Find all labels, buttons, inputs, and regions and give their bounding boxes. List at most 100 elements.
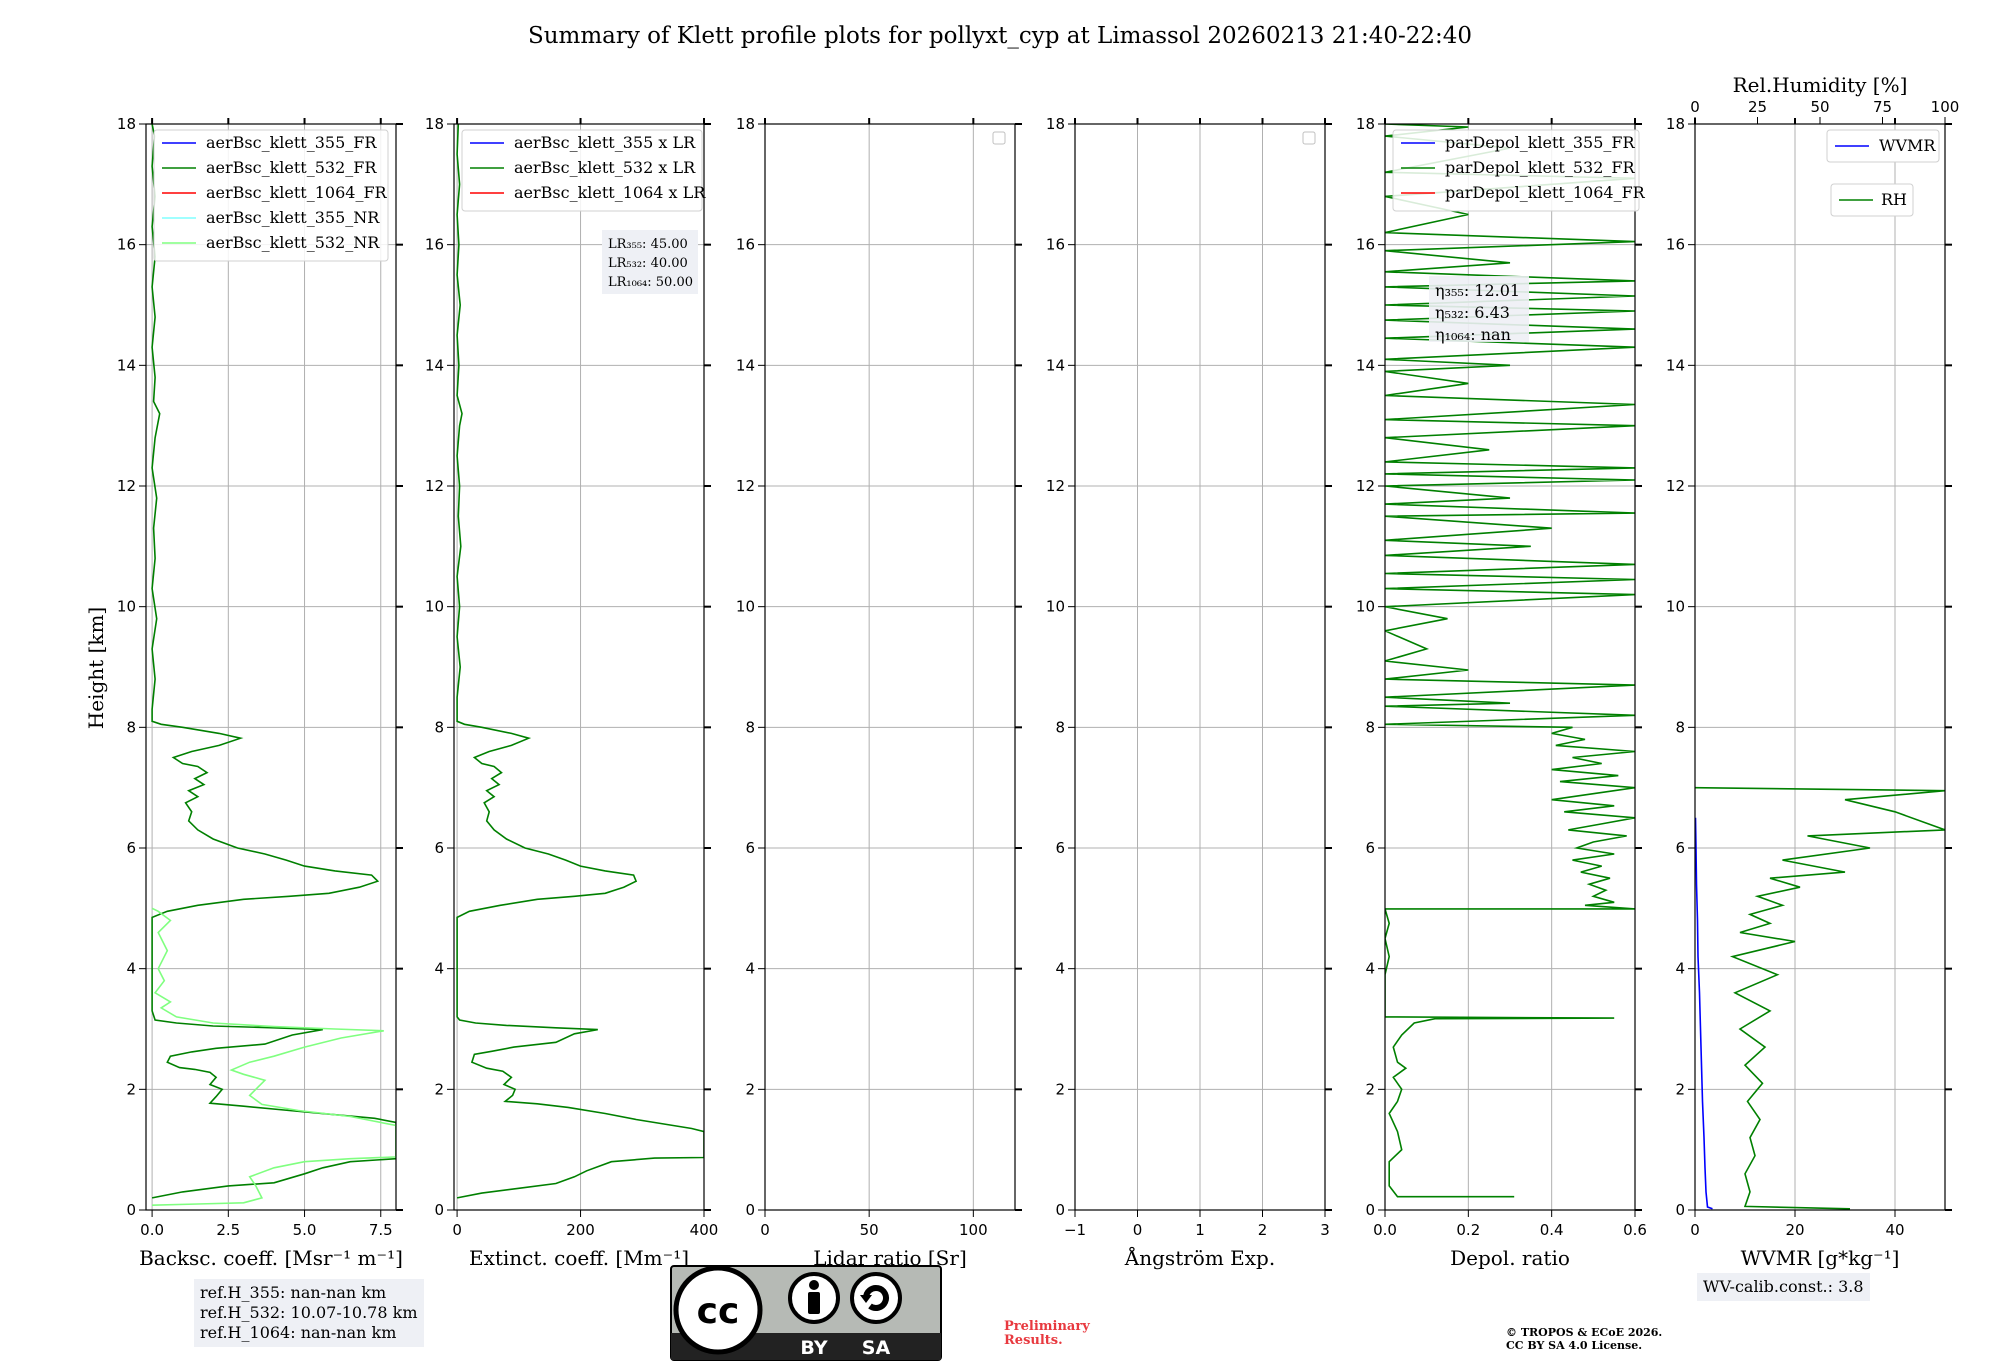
y-tick-label: 12 <box>425 477 444 495</box>
y-tick-label: 16 <box>736 236 755 254</box>
x-axis-label: Ångström Exp. <box>1124 1245 1275 1270</box>
x-tick-label: 200 <box>566 1221 595 1239</box>
y-tick-label: 0 <box>745 1201 755 1219</box>
y-tick-label: 14 <box>1666 356 1685 374</box>
cc-by-sa-logo: cc BY SA <box>670 1265 942 1361</box>
x-axis-label: WVMR [g*kg⁻¹] <box>1741 1246 1900 1270</box>
person-head <box>809 1280 819 1290</box>
y-tick-label: 12 <box>1356 477 1375 495</box>
axes-frame <box>1694 123 1946 1211</box>
y-tick-label: 14 <box>425 356 444 374</box>
y-tick-label: 12 <box>1666 477 1685 495</box>
y-tick-label: 8 <box>1675 718 1685 736</box>
y-tick-label: 8 <box>745 718 755 736</box>
legend-box <box>461 129 703 212</box>
legend-label: aerBsc_klett_355 x LR <box>514 133 696 152</box>
legend-label: parDepol_klett_355_FR <box>1445 133 1636 152</box>
y-tick-label: 12 <box>117 477 136 495</box>
share-alike-arrowhead <box>860 1295 872 1303</box>
cc-circle-icon <box>673 1265 763 1355</box>
series-aerBsc_klett_532 x LR <box>456 124 704 1199</box>
y-tick-label: 6 <box>745 839 755 857</box>
legend-label-wvmr: WVMR <box>1879 136 1936 155</box>
person-body <box>808 1292 820 1314</box>
axes-frame <box>1384 123 1636 1211</box>
y-tick-label: 0 <box>1365 1201 1375 1219</box>
copyright-line-1: © TROPOS & ECoE 2026. <box>1506 1326 1663 1339</box>
axes-frame <box>764 123 1016 1211</box>
preliminary-line-2: Results. <box>1004 1333 1063 1348</box>
y-tick-label: 14 <box>1046 356 1065 374</box>
x-tick-label: 0 <box>452 1221 462 1239</box>
y-tick-label: 16 <box>425 236 444 254</box>
y-tick-label: 18 <box>117 115 136 133</box>
lidar-ratio-label: LR₅₃₂: 40.00 <box>608 256 688 271</box>
share-alike-arrow <box>863 1285 889 1311</box>
x-tick-label: 0 <box>1133 1221 1143 1239</box>
ref-h-1064: ref.H_1064: nan-nan km <box>200 1323 397 1342</box>
figure-title: Summary of Klett profile plots for polly… <box>528 23 1472 49</box>
y-tick-label: 18 <box>736 115 755 133</box>
y-tick-label: 16 <box>1356 236 1375 254</box>
x-tick-label: 400 <box>690 1221 719 1239</box>
y-tick-label: 8 <box>126 718 136 736</box>
reference-height-box: ref.H_355: nan-nan km ref.H_532: 10.07-1… <box>194 1279 424 1347</box>
y-tick-label: 18 <box>1356 115 1375 133</box>
y-tick-label: 12 <box>736 477 755 495</box>
x-tick-label: 20 <box>1785 1221 1804 1239</box>
axes-frame <box>453 123 705 1211</box>
y-tick-label: 16 <box>1666 236 1685 254</box>
legend-label: parDepol_klett_532_FR <box>1445 158 1636 177</box>
panel-wv: 0 2 4 6 8 10 12 14 16 18 0 20 40 WVMR [g*kg⁻¹] 0 25 50 75… <box>1666 73 1959 1270</box>
y-tick-label: 4 <box>1365 960 1375 978</box>
y-tick-label: 12 <box>1046 477 1065 495</box>
y-tick-label: 2 <box>745 1080 755 1098</box>
series-RH <box>1695 786 1945 1210</box>
x-tick-label: 5.0 <box>293 1221 317 1239</box>
y-tick-label: 6 <box>434 839 444 857</box>
series-aerBsc_klett_532_FR <box>151 124 396 1199</box>
legend-label: aerBsc_klett_355_FR <box>206 133 377 152</box>
y-tick-label: 6 <box>1365 839 1375 857</box>
legend-label: aerBsc_klett_532 x LR <box>514 158 696 177</box>
lidar-ratio-box <box>602 230 698 294</box>
legend-box <box>153 129 389 262</box>
y-tick-label: 2 <box>126 1080 136 1098</box>
y-tick-label: 10 <box>117 598 136 616</box>
x-tick-label: 3 <box>1320 1221 1330 1239</box>
x-tick-label: 40 <box>1885 1221 1904 1239</box>
wv-calibration-constant: WV-calib.const.: 3.8 <box>1703 1277 1864 1296</box>
legend-box-wvmr <box>1826 129 1940 163</box>
y-tick-label: 10 <box>736 598 755 616</box>
legend-label: aerBsc_klett_1064 x LR <box>514 183 706 202</box>
legend-label-rh: RH <box>1881 190 1907 209</box>
y-tick-label: 8 <box>1365 718 1375 736</box>
x-tick-label: 7.5 <box>369 1221 393 1239</box>
eta-label: η₁₀₆₄: nan <box>1435 325 1511 344</box>
wv-calibration-box: WV-calib.const.: 3.8 <box>1697 1273 1870 1301</box>
legend-label: aerBsc_klett_532_NR <box>206 233 380 252</box>
y-tick-label: 6 <box>1675 839 1685 857</box>
eta-label: η₃₅₅: 12.01 <box>1435 281 1520 300</box>
eta-label: η₅₃₂: 6.43 <box>1435 303 1510 322</box>
y-tick-label: 18 <box>425 115 444 133</box>
x-tick-label: 0 <box>1690 1221 1700 1239</box>
y-tick-label: 10 <box>425 598 444 616</box>
y-tick-label: 2 <box>1365 1080 1375 1098</box>
top-x-axis-label: Rel.Humidity [%] <box>1733 73 1908 97</box>
by-label: BY <box>800 1337 827 1359</box>
y-tick-label: 4 <box>1055 960 1065 978</box>
y-tick-label: 8 <box>1055 718 1065 736</box>
y-tick-label: 14 <box>736 356 755 374</box>
y-tick-label: 10 <box>1046 598 1065 616</box>
eta-box <box>1429 276 1529 342</box>
lidar-ratio-label: LR₃₅₅: 45.00 <box>608 237 688 252</box>
y-tick-label: 10 <box>1356 598 1375 616</box>
x-tick-label: 100 <box>959 1221 988 1239</box>
y-tick-label: 0 <box>1055 1201 1065 1219</box>
ref-h-532: ref.H_532: 10.07-10.78 km <box>200 1303 418 1322</box>
y-tick-label: 16 <box>1046 236 1065 254</box>
x-tick-label: 0.2 <box>1456 1221 1480 1239</box>
